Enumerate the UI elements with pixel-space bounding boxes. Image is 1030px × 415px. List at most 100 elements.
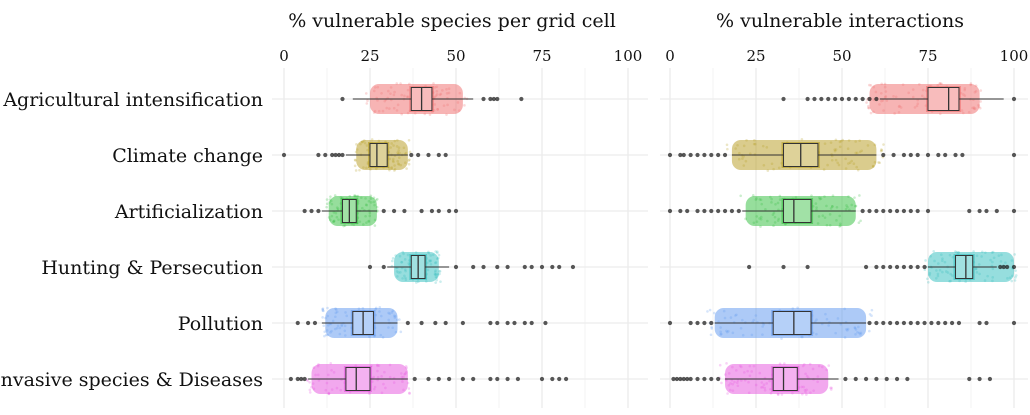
tick-label-0-1: 25	[360, 47, 379, 65]
outlier-point-1-2-0	[667, 208, 673, 214]
outlier-point-1-2-6	[716, 208, 721, 214]
outliers-0-1	[281, 152, 448, 158]
outlier-point-1-2-16	[901, 208, 907, 214]
outlier-point-1-4-4	[709, 320, 714, 326]
category-label-3: Hunting & Persecution	[41, 257, 263, 279]
outlier-point-0-2-7	[429, 208, 435, 214]
outlier-point-0-1-2	[323, 152, 328, 158]
outlier-point-1-4-12	[915, 320, 920, 326]
outlier-point-1-2-8	[729, 208, 735, 214]
panel-title-vulnerable-interactions: % vulnerable interactions	[716, 10, 964, 32]
tick-label-0-4: 100	[614, 47, 643, 65]
outlier-point-1-2-9	[736, 208, 741, 214]
outlier-point-1-3-2	[805, 264, 810, 270]
outlier-point-1-4-21	[1011, 320, 1017, 326]
outlier-point-1-4-0	[667, 320, 673, 326]
outlier-point-0-1-3	[330, 152, 335, 158]
outlier-point-1-0-9	[860, 96, 865, 102]
outlier-point-0-3-5	[495, 264, 500, 270]
panel-title-vulnerable-species: % vulnerable species per grid cell	[288, 10, 616, 32]
outlier-point-1-0-3	[819, 96, 824, 102]
category-label-5: Invasive species & Diseases	[0, 369, 263, 391]
outlier-point-0-4-14	[543, 320, 548, 326]
outlier-point-1-5-5	[688, 376, 693, 382]
box-1-3	[955, 255, 974, 279]
outlier-point-1-2-17	[908, 208, 913, 214]
outlier-point-1-1-17	[953, 152, 958, 158]
outlier-point-1-3-13	[1001, 264, 1006, 270]
outlier-point-0-2-1	[309, 208, 314, 214]
outlier-point-1-2-5	[709, 208, 714, 214]
outlier-point-1-0-4	[826, 96, 831, 102]
outlier-point-1-1-3	[688, 152, 693, 158]
outlier-point-0-3-7	[522, 264, 527, 270]
outlier-point-1-2-11	[867, 208, 872, 214]
outlier-point-1-5-9	[716, 376, 721, 382]
outlier-point-1-0-2	[812, 96, 817, 102]
outlier-point-1-4-15	[936, 320, 941, 326]
outlier-point-1-3-14	[1005, 264, 1010, 270]
box-1-5	[772, 367, 798, 391]
outlier-point-0-1-4	[333, 152, 338, 158]
outliers-0-0	[340, 96, 524, 102]
outlier-point-0-4-7	[460, 320, 465, 326]
outlier-point-1-1-12	[908, 152, 913, 158]
outlier-point-1-0-1	[805, 96, 810, 102]
tick-label-0-0: 0	[279, 47, 289, 65]
outliers-1-3	[747, 264, 1017, 270]
outlier-point-0-5-11	[495, 376, 500, 382]
outlier-point-1-0-6	[839, 96, 845, 102]
outlier-point-1-1-16	[943, 152, 948, 158]
outlier-point-0-2-8	[436, 208, 441, 214]
outlier-point-1-4-18	[956, 320, 962, 326]
outlier-point-1-1-4	[695, 152, 700, 158]
tick-label-1-3: 75	[918, 47, 937, 65]
outlier-point-1-4-8	[888, 320, 893, 326]
outliers-0-3	[367, 264, 576, 270]
outlier-point-0-0-0	[340, 96, 345, 102]
outlier-point-0-3-9	[539, 264, 545, 270]
outlier-point-0-4-5	[433, 320, 438, 326]
outlier-point-1-2-10	[860, 208, 865, 214]
outlier-point-1-4-13	[922, 320, 927, 326]
outlier-point-0-5-9	[471, 376, 476, 382]
outlier-point-1-0-7	[846, 96, 851, 102]
outlier-point-1-5-13	[874, 376, 879, 382]
outlier-point-1-2-1	[678, 208, 683, 214]
outlier-point-0-1-11	[443, 152, 448, 158]
outlier-point-0-1-10	[436, 152, 441, 158]
outlier-point-1-2-13	[881, 208, 886, 214]
outlier-point-1-2-2	[685, 208, 690, 214]
category-label-4: Pollution	[178, 313, 263, 335]
tick-label-1-4: 100	[1000, 47, 1029, 65]
outlier-point-0-3-4	[481, 264, 486, 270]
panel-background-0	[272, 68, 648, 408]
outlier-point-0-5-14	[539, 376, 545, 382]
outlier-point-1-3-5	[881, 264, 886, 270]
outlier-point-1-5-1	[674, 376, 679, 382]
outlier-point-1-0-5	[833, 96, 838, 102]
outlier-point-1-5-17	[967, 376, 972, 382]
outlier-point-1-2-3	[695, 208, 700, 214]
outlier-point-1-0-0	[781, 96, 786, 102]
outlier-point-1-4-1	[688, 320, 693, 326]
outlier-point-1-3-1	[781, 264, 786, 270]
outlier-point-0-4-4	[419, 320, 424, 326]
outlier-point-1-4-16	[943, 320, 948, 326]
outlier-point-1-4-6	[874, 320, 879, 326]
outlier-point-0-5-7	[447, 376, 452, 382]
outlier-point-1-4-5	[867, 320, 872, 326]
outlier-point-0-1-6	[340, 152, 345, 158]
outlier-point-1-3-10	[915, 264, 920, 270]
category-label-1: Climate change	[112, 145, 263, 167]
outlier-point-0-3-10	[550, 264, 555, 270]
outlier-point-1-3-0	[747, 264, 752, 270]
outlier-point-1-2-7	[722, 208, 728, 214]
outlier-point-0-4-11	[512, 320, 517, 326]
outlier-point-0-3-6	[505, 264, 510, 270]
outlier-point-0-1-9	[426, 152, 431, 158]
outlier-point-0-5-0	[288, 376, 293, 382]
outlier-point-1-1-8	[722, 152, 728, 158]
outlier-point-1-5-14	[884, 376, 889, 382]
